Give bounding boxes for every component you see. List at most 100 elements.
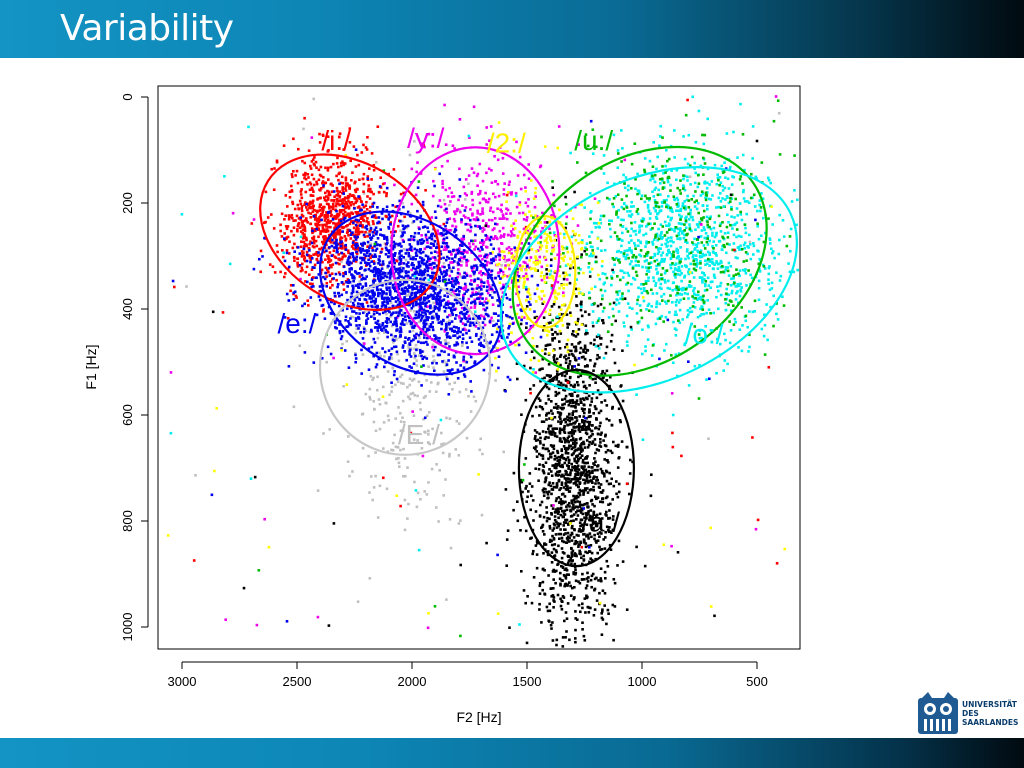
point	[539, 379, 542, 383]
point	[573, 475, 577, 479]
point	[598, 531, 602, 534]
point	[604, 530, 607, 534]
point	[697, 225, 700, 229]
point	[526, 263, 529, 267]
point	[525, 231, 529, 234]
point	[552, 578, 555, 581]
point	[561, 303, 564, 307]
point	[550, 539, 553, 543]
point	[465, 436, 469, 440]
point	[604, 513, 607, 516]
point	[312, 177, 316, 181]
point	[568, 444, 571, 447]
point	[565, 215, 569, 219]
point	[546, 493, 550, 496]
point	[603, 281, 606, 284]
point	[636, 189, 640, 192]
point	[471, 269, 474, 272]
point	[569, 431, 573, 434]
point	[369, 398, 372, 401]
point	[582, 527, 585, 530]
point	[538, 440, 542, 443]
point	[638, 224, 641, 227]
point	[550, 305, 554, 308]
point	[597, 317, 601, 320]
point	[283, 218, 286, 221]
point	[663, 349, 666, 352]
point	[397, 256, 400, 259]
point	[789, 227, 793, 231]
point	[543, 145, 547, 148]
point	[315, 251, 318, 254]
point	[743, 223, 747, 226]
point	[735, 235, 738, 239]
point	[690, 271, 694, 275]
point	[572, 334, 576, 337]
point	[557, 420, 560, 423]
point	[562, 486, 566, 489]
point	[725, 287, 728, 291]
point	[416, 439, 419, 442]
point	[500, 210, 503, 213]
point	[562, 287, 565, 290]
point	[719, 293, 723, 297]
point	[672, 281, 676, 284]
point	[346, 182, 349, 185]
point	[404, 258, 408, 262]
point	[576, 161, 579, 164]
point	[716, 176, 720, 180]
point	[579, 511, 583, 514]
point	[616, 275, 619, 278]
point	[518, 211, 521, 215]
point	[730, 277, 733, 281]
point	[556, 411, 560, 414]
point	[347, 251, 350, 255]
point	[587, 415, 591, 419]
point	[585, 535, 588, 538]
point	[717, 307, 720, 311]
point	[539, 247, 542, 251]
point	[620, 198, 624, 201]
point	[515, 362, 519, 365]
point	[624, 257, 627, 261]
point	[470, 190, 474, 194]
point	[702, 272, 705, 275]
point	[310, 186, 314, 190]
point	[577, 291, 581, 295]
point	[716, 262, 720, 266]
point	[335, 223, 338, 226]
point	[645, 273, 648, 276]
point	[623, 202, 626, 205]
point	[548, 602, 551, 606]
point	[718, 224, 722, 228]
point	[545, 519, 549, 523]
point	[570, 434, 574, 437]
point	[596, 539, 600, 542]
point	[541, 357, 545, 361]
point	[342, 282, 345, 286]
point	[593, 362, 597, 366]
point	[702, 173, 705, 176]
point	[706, 243, 710, 246]
point	[709, 215, 712, 218]
point	[607, 316, 611, 319]
point	[647, 198, 651, 202]
point	[729, 223, 732, 227]
point	[357, 232, 361, 235]
point	[594, 482, 597, 485]
point	[364, 329, 368, 333]
point	[695, 243, 698, 247]
point	[510, 191, 514, 194]
point	[585, 432, 589, 436]
point	[642, 287, 646, 290]
point	[338, 190, 342, 193]
point	[630, 213, 634, 216]
point	[599, 392, 603, 396]
point	[599, 567, 603, 570]
point	[660, 314, 664, 318]
point	[546, 241, 549, 244]
point	[543, 542, 546, 545]
point	[372, 163, 376, 167]
point	[471, 212, 474, 215]
point	[457, 454, 461, 457]
